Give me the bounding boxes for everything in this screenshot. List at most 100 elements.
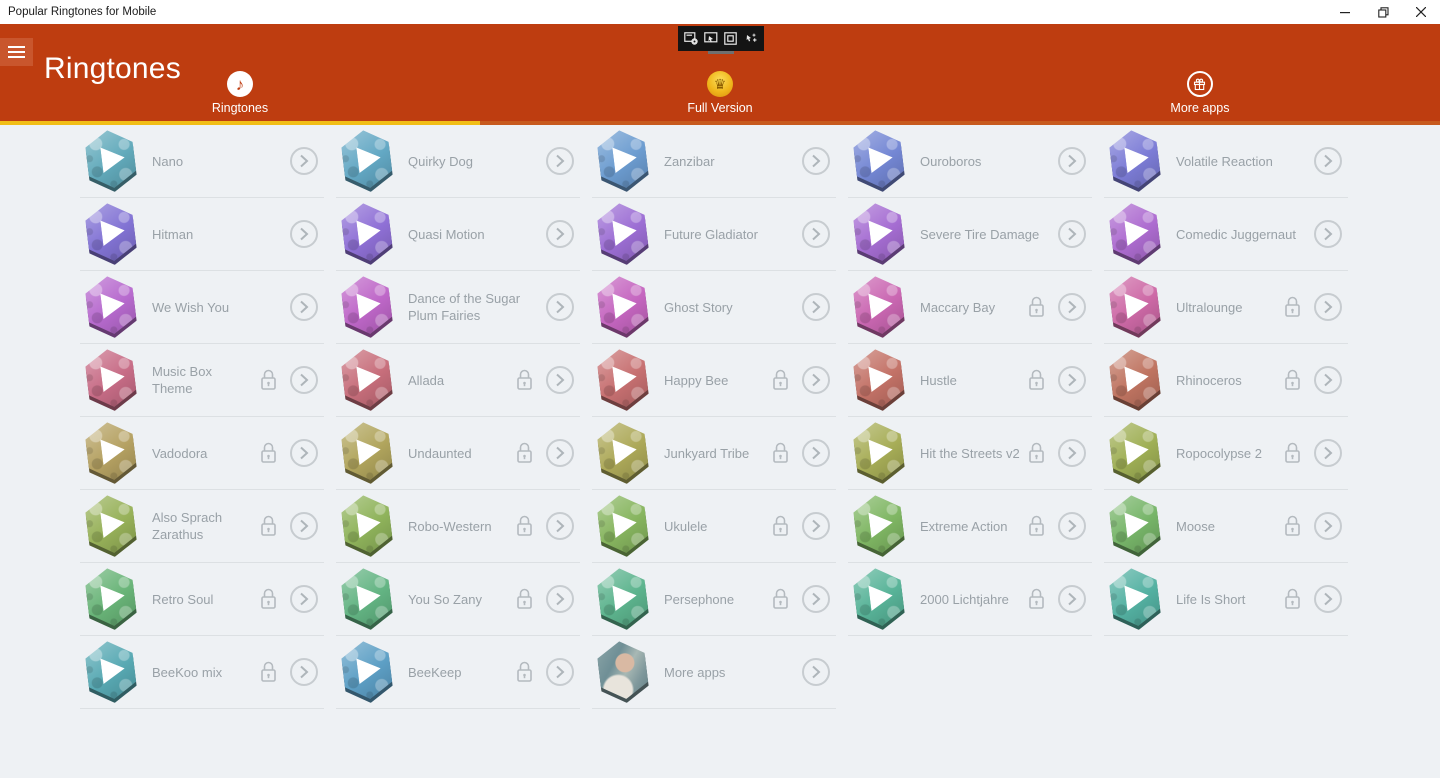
details-button[interactable] — [546, 366, 574, 394]
play-button[interactable] — [80, 346, 143, 414]
ringtone-item[interactable]: You So Zany — [336, 563, 592, 636]
play-button[interactable] — [336, 127, 399, 195]
details-button[interactable] — [1314, 220, 1342, 248]
details-button[interactable] — [546, 585, 574, 613]
details-button[interactable] — [290, 293, 318, 321]
hamburger-menu-button[interactable] — [0, 38, 33, 66]
ringtone-item[interactable]: Music Box Theme — [80, 344, 336, 417]
play-button[interactable] — [848, 346, 911, 414]
details-button[interactable] — [1314, 147, 1342, 175]
ringtone-item[interactable]: Undaunted — [336, 417, 592, 490]
details-button[interactable] — [802, 439, 830, 467]
details-button[interactable] — [1058, 366, 1086, 394]
ringtone-item[interactable]: Hit the Streets v2 — [848, 417, 1104, 490]
details-button[interactable] — [290, 366, 318, 394]
play-button[interactable] — [80, 127, 143, 195]
details-button[interactable] — [546, 512, 574, 540]
ringtone-item[interactable]: Extreme Action — [848, 490, 1104, 563]
ringtone-item[interactable]: Robo-Western — [336, 490, 592, 563]
details-button[interactable] — [546, 147, 574, 175]
ringtone-item[interactable]: Also Sprach Zarathus — [80, 490, 336, 563]
details-button[interactable] — [546, 293, 574, 321]
play-button[interactable] — [336, 200, 399, 268]
ringtone-item[interactable]: Persephone — [592, 563, 848, 636]
details-button[interactable] — [290, 147, 318, 175]
details-button[interactable] — [802, 220, 830, 248]
play-button[interactable] — [80, 565, 143, 633]
play-button[interactable] — [80, 492, 143, 560]
play-button[interactable] — [1104, 273, 1167, 341]
ringtone-item[interactable]: Zanzibar — [592, 125, 848, 198]
play-button[interactable] — [592, 127, 655, 195]
play-button[interactable] — [592, 565, 655, 633]
play-button[interactable] — [848, 200, 911, 268]
play-button[interactable] — [336, 273, 399, 341]
ringtone-item[interactable]: Future Gladiator — [592, 198, 848, 271]
tab-more-apps[interactable]: More apps — [960, 71, 1440, 115]
ringtone-item[interactable]: Volatile Reaction — [1104, 125, 1360, 198]
play-button[interactable] — [592, 200, 655, 268]
capture-toolbar-handle[interactable] — [708, 51, 734, 54]
close-button[interactable] — [1402, 0, 1440, 24]
details-button[interactable] — [802, 658, 830, 686]
details-button[interactable] — [1058, 585, 1086, 613]
details-button[interactable] — [290, 439, 318, 467]
ringtone-item[interactable]: Happy Bee — [592, 344, 848, 417]
details-button[interactable] — [802, 512, 830, 540]
details-button[interactable] — [546, 220, 574, 248]
play-button[interactable] — [1104, 127, 1167, 195]
details-button[interactable] — [802, 147, 830, 175]
ringtone-item[interactable]: Quirky Dog — [336, 125, 592, 198]
tab-full-version[interactable]: ♛ Full Version — [480, 71, 960, 115]
ringtone-item[interactable]: Comedic Juggernaut — [1104, 198, 1360, 271]
restore-button[interactable] — [1364, 0, 1402, 24]
play-button[interactable] — [592, 346, 655, 414]
more-apps-photo[interactable] — [592, 638, 655, 706]
ringtone-item[interactable]: Nano — [80, 125, 336, 198]
play-button[interactable] — [1104, 200, 1167, 268]
details-button[interactable] — [1314, 439, 1342, 467]
capture-settings-icon[interactable] — [684, 32, 698, 45]
capture-region-icon[interactable] — [724, 32, 737, 45]
ringtone-item[interactable]: Hitman — [80, 198, 336, 271]
details-button[interactable] — [546, 658, 574, 686]
ringtone-item[interactable]: Life Is Short — [1104, 563, 1360, 636]
ringtone-item[interactable]: Quasi Motion — [336, 198, 592, 271]
ringtone-item[interactable]: Ultralounge — [1104, 271, 1360, 344]
details-button[interactable] — [1314, 512, 1342, 540]
play-button[interactable] — [80, 273, 143, 341]
play-button[interactable] — [80, 638, 143, 706]
ringtone-item[interactable]: Vadodora — [80, 417, 336, 490]
details-button[interactable] — [1058, 439, 1086, 467]
play-button[interactable] — [592, 492, 655, 560]
play-button[interactable] — [848, 492, 911, 560]
play-button[interactable] — [80, 419, 143, 487]
auto-capture-icon[interactable] — [743, 32, 758, 45]
ringtone-item[interactable]: BeeKeep — [336, 636, 592, 709]
details-button[interactable] — [1058, 220, 1086, 248]
ringtone-item[interactable]: Ouroboros — [848, 125, 1104, 198]
details-button[interactable] — [290, 220, 318, 248]
ringtone-item[interactable]: Junkyard Tribe — [592, 417, 848, 490]
select-window-icon[interactable] — [704, 32, 718, 45]
ringtone-item[interactable]: Severe Tire Damage — [848, 198, 1104, 271]
more-apps-item[interactable]: More apps — [592, 636, 848, 709]
tab-ringtones[interactable]: ♪ Ringtones — [0, 71, 480, 115]
ringtone-item[interactable]: BeeKoo mix — [80, 636, 336, 709]
ringtone-item[interactable]: Ukulele — [592, 490, 848, 563]
details-button[interactable] — [1314, 585, 1342, 613]
minimize-button[interactable] — [1326, 0, 1364, 24]
play-button[interactable] — [848, 273, 911, 341]
ringtone-item[interactable]: 2000 Lichtjahre — [848, 563, 1104, 636]
ringtone-item[interactable]: Hustle — [848, 344, 1104, 417]
play-button[interactable] — [80, 200, 143, 268]
play-button[interactable] — [1104, 492, 1167, 560]
details-button[interactable] — [1058, 147, 1086, 175]
details-button[interactable] — [802, 366, 830, 394]
ringtone-item[interactable]: We Wish You — [80, 271, 336, 344]
ringtone-item[interactable]: Retro Soul — [80, 563, 336, 636]
play-button[interactable] — [336, 419, 399, 487]
details-button[interactable] — [546, 439, 574, 467]
details-button[interactable] — [1314, 293, 1342, 321]
details-button[interactable] — [1314, 366, 1342, 394]
